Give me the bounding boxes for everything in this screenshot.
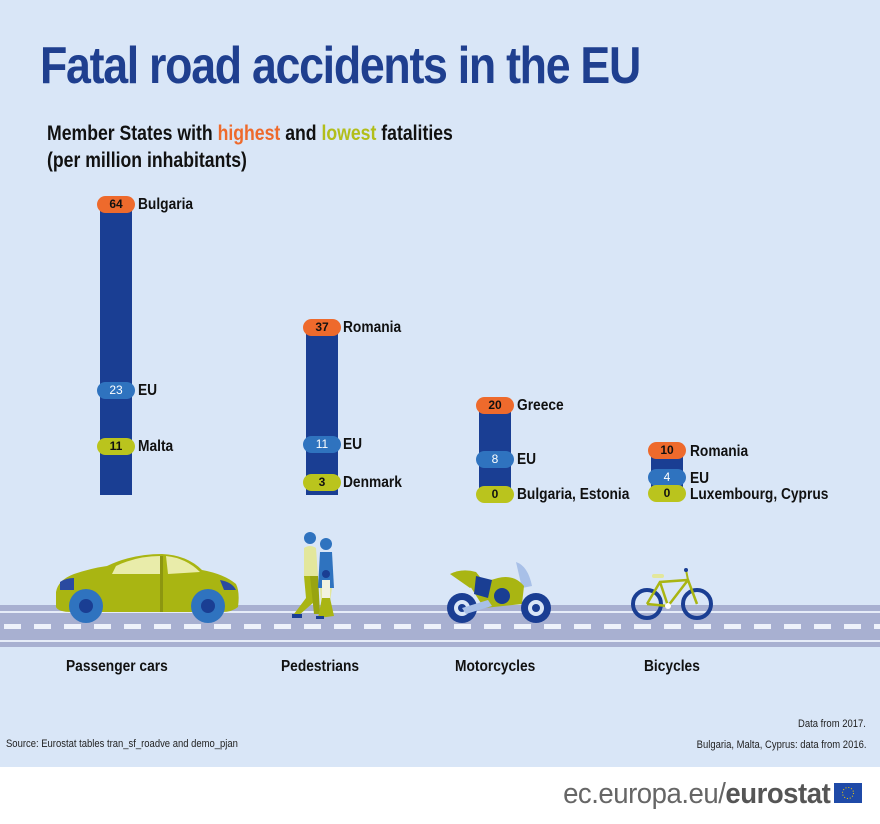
value-pill-highest: 10 [648,442,686,459]
category-label-motorcycles: Motorcycles [455,658,536,675]
bar-motorcycles [479,405,511,495]
country-label-eu: EU [343,436,363,453]
data-year-note: Data from 2017. [798,718,866,730]
country-label-eu: EU [690,470,710,487]
country-label-highest: Greece [517,397,564,414]
value-pill-eu: 8 [476,451,514,468]
value-pill-highest: 37 [303,319,341,336]
country-label-highest: Romania [343,319,402,336]
value-pill-eu: 11 [303,436,341,453]
page-title: Fatal road accidents in the EU [40,37,641,95]
value-pill-lowest: 3 [303,474,341,491]
category-label-pedestrians: Pedestrians [281,658,360,675]
country-label-highest: Romania [690,443,749,460]
subtitle-text-1: Member States with [47,122,218,145]
country-label-lowest: Denmark [343,474,402,491]
motorcycle-icon [447,562,551,623]
logo-bold: eurostat [725,778,830,810]
subtitle-text-2: and [280,122,322,145]
eu-flag-icon [834,783,862,803]
country-label-lowest: Malta [138,438,174,455]
chart-subtitle: Member States with highest and lowest fa… [47,120,453,174]
country-label-lowest: Bulgaria, Estonia [517,486,630,503]
subtitle-unit: (per million inhabitants) [47,149,247,172]
category-label-passenger-cars: Passenger cars [66,658,168,675]
subtitle-text-3: fatalities [376,122,453,145]
country-label-eu: EU [138,382,158,399]
eurostat-logo-text[interactable]: ec.europa.eu/eurostat [562,778,831,811]
road-edge-bottom [0,642,880,647]
data-exception-note: Bulgaria, Malta, Cyprus: data from 2016. [696,739,866,751]
value-pill-highest: 20 [476,397,514,414]
road-center-dashes [4,624,880,629]
value-pill-lowest: 0 [476,486,514,503]
logo-prefix: ec.europa.eu/ [562,778,726,810]
country-label-eu: EU [517,451,537,468]
subtitle-lowest: lowest [321,122,377,145]
value-pill-highest: 64 [97,196,135,213]
value-pill-eu: 23 [97,382,135,399]
road-edge-top [0,605,880,611]
category-label-bicycles: Bicycles [644,658,700,675]
pedestrians-icon [292,532,334,619]
bar-pedestrians [306,328,338,495]
value-pill-lowest: 0 [648,485,686,502]
road-line-top [0,611,880,613]
car-icon [56,554,239,623]
subtitle-highest: highest [217,122,281,145]
value-pill-eu: 4 [648,469,686,486]
road-line-bottom [0,640,880,642]
value-pill-lowest: 11 [97,438,135,455]
bicycle-icon [631,568,713,620]
country-label-highest: Bulgaria [138,196,194,213]
country-label-lowest: Luxembourg, Cyprus [690,486,829,503]
source-note: Source: Eurostat tables tran_sf_roadve a… [6,738,238,750]
